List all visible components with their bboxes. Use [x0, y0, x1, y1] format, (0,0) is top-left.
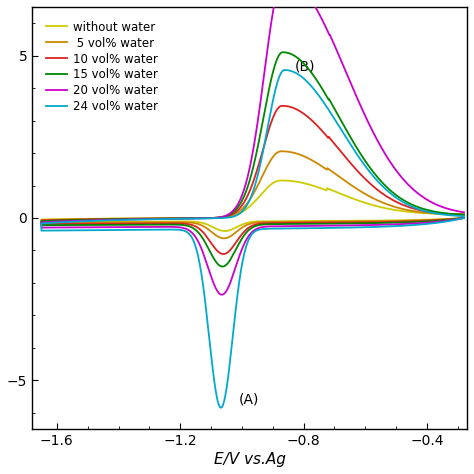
-  5 vol% water: [461, 215, 467, 221]
- without water: [461, 211, 467, 217]
- 24 vol% water: [218, 405, 224, 410]
- 20 vol% water: [418, 220, 424, 226]
- without water: [282, 178, 288, 183]
- 24 vol% water: [72, 228, 78, 233]
-  5 vol% water: [221, 236, 227, 241]
- without water: [50, 219, 55, 225]
-  5 vol% water: [282, 148, 288, 154]
- 24 vol% water: [282, 67, 288, 73]
- Text: (A): (A): [239, 392, 259, 406]
- Line: 15 vol% water: 15 vol% water: [41, 52, 464, 266]
- Line: 10 vol% water: 10 vol% water: [41, 106, 464, 254]
- Line:  5 vol% water: 5 vol% water: [41, 151, 464, 238]
- 10 vol% water: [461, 215, 467, 221]
- 15 vol% water: [50, 222, 55, 228]
- 20 vol% water: [438, 203, 443, 209]
- 15 vol% water: [461, 212, 467, 218]
- 24 vol% water: [437, 211, 443, 217]
- 20 vol% water: [72, 225, 78, 230]
- 15 vol% water: [437, 210, 443, 215]
- without water: [418, 217, 424, 223]
- 24 vol% water: [282, 67, 287, 73]
-  5 vol% water: [461, 212, 467, 218]
- Text: (B): (B): [294, 59, 315, 73]
- 20 vol% water: [219, 292, 225, 298]
- 10 vol% water: [220, 251, 226, 257]
- 10 vol% water: [282, 103, 288, 109]
- without water: [72, 219, 78, 225]
- 15 vol% water: [72, 222, 78, 228]
- 15 vol% water: [280, 49, 286, 55]
- without water: [437, 211, 443, 217]
- without water: [280, 178, 285, 183]
-  5 vol% water: [50, 220, 55, 226]
- 20 vol% water: [437, 203, 443, 209]
- 24 vol% water: [50, 228, 55, 233]
- 24 vol% water: [461, 215, 467, 221]
- 20 vol% water: [50, 225, 55, 230]
- 10 vol% water: [280, 103, 285, 109]
- 24 vol% water: [461, 213, 467, 219]
-  5 vol% water: [72, 220, 78, 226]
- without water: [438, 211, 443, 217]
- 20 vol% water: [461, 210, 467, 215]
- Line: without water: without water: [41, 181, 464, 231]
- 20 vol% water: [461, 215, 467, 221]
- 15 vol% water: [219, 264, 225, 269]
- 15 vol% water: [418, 219, 424, 225]
- 10 vol% water: [50, 221, 55, 227]
- 10 vol% water: [72, 221, 78, 227]
- 10 vol% water: [437, 210, 443, 216]
- 10 vol% water: [461, 212, 467, 218]
-  5 vol% water: [279, 148, 285, 154]
- 10 vol% water: [438, 210, 443, 216]
- 24 vol% water: [438, 211, 443, 217]
- without water: [222, 228, 228, 234]
- without water: [461, 215, 467, 221]
- 24 vol% water: [418, 222, 424, 228]
- 15 vol% water: [461, 215, 467, 221]
- X-axis label: E/V vs.Ag: E/V vs.Ag: [214, 452, 285, 467]
- Legend: without water,  5 vol% water, 10 vol% water, 15 vol% water, 20 vol% water, 24 vo: without water, 5 vol% water, 10 vol% wat…: [43, 17, 162, 117]
- Line: 20 vol% water: 20 vol% water: [41, 0, 464, 295]
- Line: 24 vol% water: 24 vol% water: [41, 70, 464, 408]
- 15 vol% water: [282, 50, 288, 55]
-  5 vol% water: [437, 211, 443, 217]
-  5 vol% water: [418, 218, 424, 223]
- 15 vol% water: [438, 210, 443, 215]
- 10 vol% water: [418, 218, 424, 224]
-  5 vol% water: [438, 211, 443, 217]
